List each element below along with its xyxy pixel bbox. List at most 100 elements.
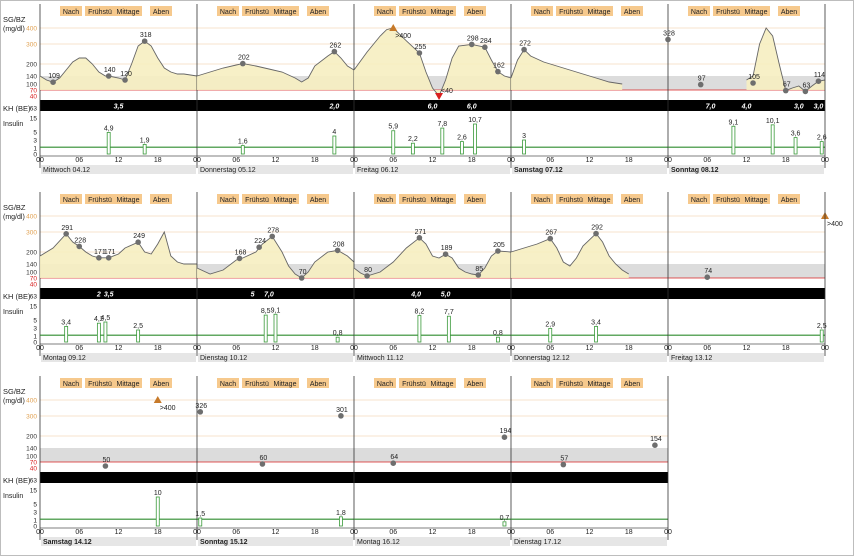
bolus-bar: [155, 496, 160, 527]
insulin-tick-label: 3: [33, 326, 37, 333]
bolus-bar: [819, 141, 824, 155]
meal-tag-label: Aben: [624, 381, 640, 388]
day-label-bg: [355, 537, 510, 546]
hour-tick-label: 12: [115, 157, 123, 164]
meal-tag: [114, 194, 142, 204]
hour-tick-label: 18: [154, 529, 162, 536]
glucose-tick-label: 40: [30, 282, 38, 289]
glucose-marker: [704, 274, 711, 281]
bolus-value-label: 2,2: [408, 136, 418, 143]
day-label-bg: [355, 353, 510, 362]
bolus-bar: [522, 139, 526, 155]
kh-bar: [40, 288, 825, 299]
day-label: Freitag 13.12: [671, 355, 712, 362]
bolus-bar: [440, 127, 445, 155]
meal-tag: [85, 6, 115, 16]
meal-tag-label: Frühstü: [245, 9, 269, 16]
bolus-bar: [819, 329, 824, 343]
bolus-value-label: 4,2: [94, 316, 104, 323]
glucose-value-label: 50: [103, 457, 111, 464]
hour-tick-label: 12: [272, 529, 280, 536]
glucose-marker: [495, 68, 501, 75]
meal-tag: [307, 378, 329, 388]
bolus-value-label: 1,9: [140, 137, 150, 144]
day-label: Sonntag 15.12: [200, 539, 248, 546]
glucose-tick-label: 70: [30, 460, 38, 467]
glucose-value-label: 267: [545, 230, 557, 237]
hour-tick-label: 00: [193, 529, 201, 536]
meal-tag: [713, 194, 743, 204]
kh-value-label: 2: [96, 292, 101, 299]
glucose-value-label: 255: [415, 44, 427, 51]
meal-tag: [271, 6, 299, 16]
glucose-value-label: 194: [500, 428, 512, 435]
meal-tag-label: Frühstü: [88, 197, 112, 204]
bolus-bar: [335, 336, 340, 343]
meal-tag-label: Frühstü: [559, 9, 583, 16]
hour-tick-label: 00: [350, 157, 358, 164]
meal-tag: [531, 378, 553, 388]
insulin-tick-label: 15: [30, 488, 38, 495]
meal-tag-label: Frühstü: [559, 197, 583, 204]
glucose-value-label: 105: [748, 74, 760, 81]
day-label-bg: [669, 165, 824, 174]
glucose-marker: [239, 60, 246, 67]
kh-label: KH (BE): [3, 104, 31, 113]
glucose-marker: [236, 255, 243, 262]
glucose-value-label: 97: [698, 76, 706, 83]
bolus-value-label: 3,4: [61, 319, 71, 326]
insulin-tick-label: 63: [30, 294, 38, 301]
hour-tick-label: 18: [311, 157, 319, 164]
sg-bz-label: SG/BZ: [3, 387, 26, 396]
glucose-value-label: 272: [519, 41, 531, 48]
day-label: Donnerstag 12.12: [514, 355, 570, 362]
glucose-tick-label: 70: [30, 276, 38, 283]
glucose-marker: [593, 230, 599, 237]
meal-tag-label: Frühstü: [559, 381, 583, 388]
meal-tag: [85, 378, 115, 388]
glucose-tick-label: 300: [26, 42, 37, 49]
insulin-tick-label: 63: [30, 478, 38, 485]
hour-tick-label: 12: [743, 345, 751, 352]
glucose-tick-label: 400: [26, 398, 37, 405]
glucose-marker: [482, 44, 488, 50]
bolus-bar: [106, 131, 111, 155]
glucose-marker: [141, 38, 148, 44]
bolus-bar: [731, 125, 736, 155]
day-label: Freitag 06.12: [357, 167, 398, 174]
glucose-area: [40, 41, 197, 90]
glucose-value-label: 140: [104, 67, 116, 74]
insulin-tick-label: 0: [33, 524, 37, 531]
day-label-bg: [198, 165, 353, 174]
glucose-marker: [815, 78, 822, 84]
bolus-value-label: 3,6: [791, 131, 801, 138]
glucose-marker: [416, 235, 423, 241]
bolus-bar: [473, 123, 477, 155]
hour-tick-label: 12: [586, 529, 594, 536]
glucose-value-label: 171: [104, 249, 116, 256]
glucose-value-label: 168: [235, 249, 247, 256]
meal-tag-label: Frühstü: [245, 381, 269, 388]
bolus-value-label: 3,4: [591, 319, 601, 326]
hour-tick-label: 12: [115, 345, 123, 352]
meal-tag-label: Nach: [534, 381, 550, 388]
glucose-value-label: 202: [238, 55, 250, 62]
meal-tag: [60, 378, 82, 388]
hour-tick-label: 00: [350, 529, 358, 536]
meal-tag-label: Frühstü: [716, 9, 740, 16]
day-label-bg: [512, 353, 667, 362]
meal-tag: [778, 194, 800, 204]
meal-tag: [242, 378, 272, 388]
day-label: Donnerstag 05.12: [200, 167, 256, 174]
hour-tick-label: 06: [232, 345, 240, 352]
insulin-tick-label: 15: [30, 304, 38, 311]
hour-tick-label: 06: [546, 529, 554, 536]
hour-tick-label: 00: [507, 157, 515, 164]
glucose-area: [40, 232, 197, 278]
glucose-value-label: 262: [330, 43, 342, 50]
meal-tag-label: Nach: [377, 381, 393, 388]
hour-tick-label: 18: [782, 157, 790, 164]
hour-tick-label: 00: [350, 345, 358, 352]
meal-tag-label: Mittage: [274, 9, 297, 16]
glucose-marker: [331, 48, 338, 55]
